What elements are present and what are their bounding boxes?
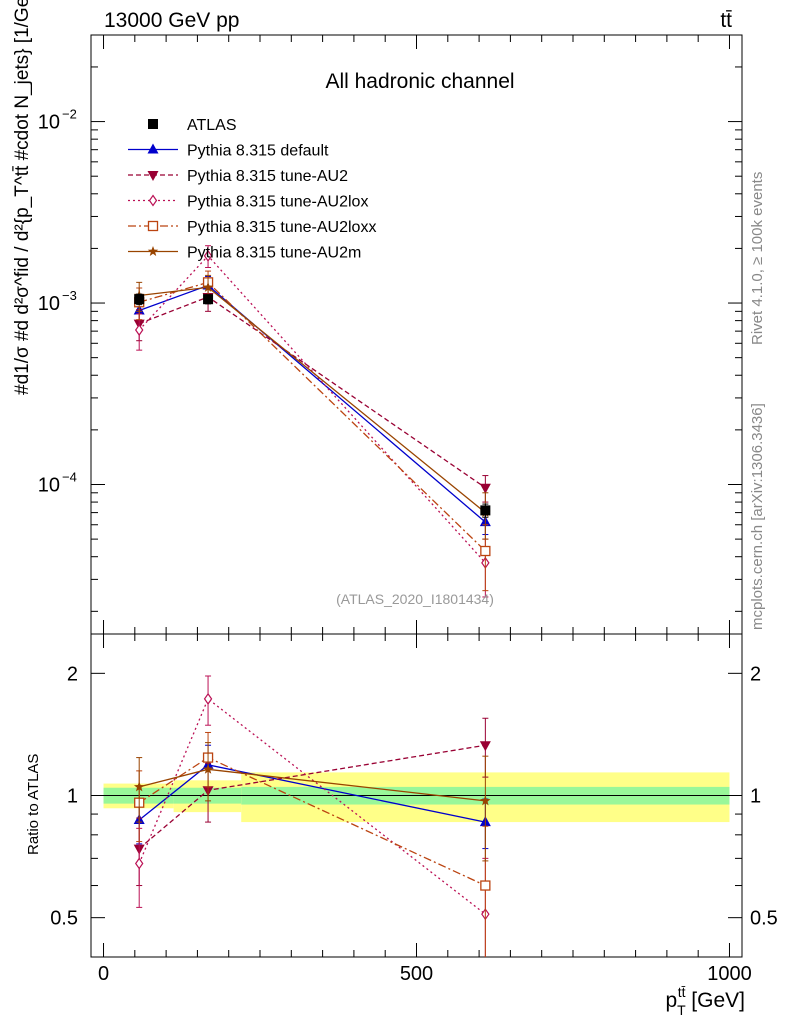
x-tick-label: 0 (98, 963, 109, 985)
legend-marker-atlas (148, 119, 158, 129)
ratio-point-pythia-8-315-tune-au2loxx (480, 880, 491, 891)
series-point-pythia-8-315-tune-au2loxx (480, 545, 491, 557)
ratio-point-pythia-8-315-tune-au2m (202, 763, 214, 774)
data-point (134, 294, 145, 305)
ratio-point-pythia-8-315-tune-au2 (479, 741, 491, 752)
ratio-point-pythia-8-315-tune-au2m (480, 795, 491, 806)
mcplots-label: mcplots.cern.ch [arXiv:1306.3436] (749, 403, 766, 630)
rivet-label: Rivet 4.1.0, ≥ 100k events (749, 172, 766, 345)
legend-marker-pythia-8-315-tune-au2 (147, 171, 159, 181)
process-label: tt̄ (720, 9, 732, 32)
legend-marker-pythia-8-315-default (147, 143, 159, 154)
ratio-point-pythia-8-315-tune-au2lox (134, 857, 144, 870)
energy-label: 13000 GeV pp (104, 9, 239, 32)
ratio-y-tick-label-right: 1 (750, 786, 761, 808)
legend-label-atlas: ATLAS (187, 117, 237, 134)
legend-label-pythia-8-315-tune-au2m: Pythia 8.315 tune-AU2m (187, 245, 361, 262)
ratio-y-tick-label: 2 (67, 663, 78, 685)
legend-label-pythia-8-315-tune-au2loxx: Pythia 8.315 tune-AU2loxx (187, 219, 376, 236)
ratio-y-tick-label-right: 2 (750, 663, 761, 685)
ratio-y-tick-label-right: 0.5 (750, 908, 778, 930)
series-point-pythia-8-315-tune-au2lox (203, 249, 213, 262)
data-point (203, 294, 214, 305)
y-tick-exponent: −2 (62, 107, 77, 122)
ratio-y-tick-label: 0.5 (50, 908, 78, 930)
ratio-point-pythia-8-315-tune-au2m (133, 781, 145, 792)
y-tick-exponent: −3 (62, 288, 77, 303)
legend: ATLAS Pythia 8.315 default Pythia 8.315 tu… (128, 117, 376, 262)
legend-label-pythia-8-315-tune-au2: Pythia 8.315 tune-AU2 (187, 168, 348, 185)
main-plot-layer (133, 245, 491, 598)
analysis-tag: (ATLAS_2020_I1801434) (336, 591, 494, 607)
ratio-plot-layer (133, 675, 491, 957)
x-tick-label: 500 (400, 963, 433, 985)
y-tick-exponent: −4 (62, 469, 77, 484)
ratio-y-tick-label: 1 (67, 786, 78, 808)
ratio-point-pythia-8-315-tune-au2lox (203, 692, 213, 705)
legend-marker-pythia-8-315-tune-au2m (147, 246, 159, 256)
series-point-pythia-8-315-tune-au2 (479, 483, 491, 494)
series-point-pythia-8-315-tune-au2m (202, 281, 214, 292)
chart-title: All hadronic channel (325, 70, 514, 93)
series-point-pythia-8-315-tune-au2lox (134, 323, 144, 337)
ratio-ylabel: Ratio to ATLAS (25, 754, 42, 855)
legend-marker-pythia-8-315-tune-au2loxx (147, 220, 159, 232)
legend-label-pythia-8-315-tune-au2lox: Pythia 8.315 tune-AU2lox (187, 194, 368, 211)
x-tick-label: 1000 (707, 963, 752, 985)
data-point (480, 505, 491, 516)
legend-marker-pythia-8-315-tune-au2lox (148, 194, 158, 207)
main-ylabel: #d1/σ #d d²σ^fid / d²{p_T^tt̄ #cdot N_je… (12, 0, 33, 395)
legend-label-pythia-8-315-default: Pythia 8.315 default (187, 143, 329, 160)
